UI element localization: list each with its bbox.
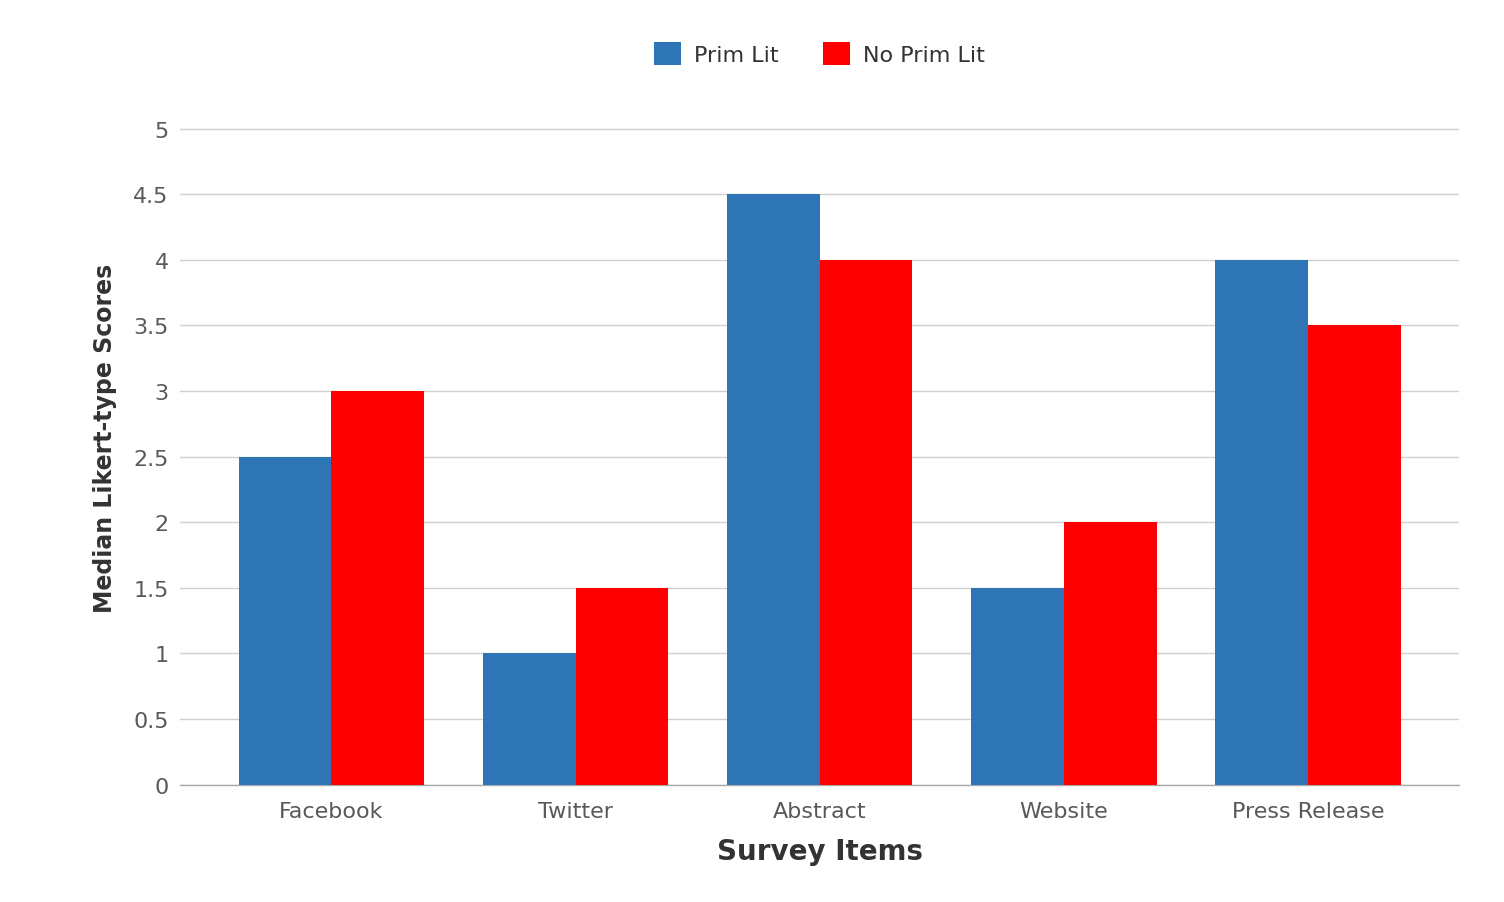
Bar xyxy=(726,195,820,785)
X-axis label: Survey Items: Survey Items xyxy=(717,837,922,865)
Bar xyxy=(331,391,424,785)
Bar xyxy=(576,588,668,785)
Bar xyxy=(972,588,1063,785)
Bar xyxy=(239,457,331,785)
Bar xyxy=(483,654,576,785)
Y-axis label: Median Likert-type Scores: Median Likert-type Scores xyxy=(93,263,116,612)
Bar xyxy=(820,261,913,785)
Bar xyxy=(1063,522,1157,785)
Legend: Prim Lit, No Prim Lit: Prim Lit, No Prim Lit xyxy=(644,32,996,77)
Bar xyxy=(1215,261,1308,785)
Bar xyxy=(1308,327,1400,785)
